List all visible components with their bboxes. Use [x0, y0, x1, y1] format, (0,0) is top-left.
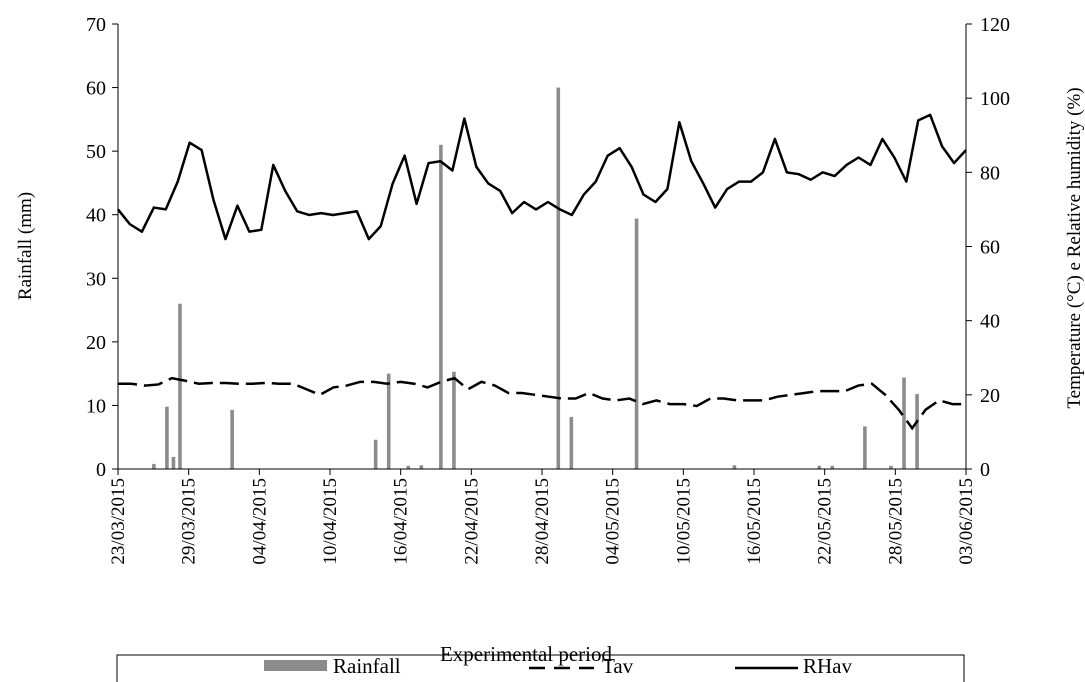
x-axis-title: Experimental period [440, 642, 613, 666]
left-tick-label: 40 [86, 205, 106, 227]
y-axis-left-title: Rainfall (mm) [15, 192, 36, 300]
tav-series-line [118, 376, 966, 431]
rainfall-bars [152, 87, 919, 470]
x-tick-label: 29/03/2015 [179, 478, 200, 565]
left-tick-label: 60 [86, 78, 106, 100]
rainfall-bar [889, 465, 893, 469]
right-tick-label: 80 [980, 162, 1000, 184]
x-tick-label: 04/05/2015 [603, 478, 624, 565]
legend-frame [116, 654, 965, 682]
plot-area [117, 87, 967, 470]
rainfall-bar [419, 465, 424, 469]
left-tick-label: 10 [86, 395, 106, 417]
rainfall-bar [230, 409, 234, 469]
x-tick-label: 22/04/2015 [461, 478, 482, 565]
x-tick-label: 16/05/2015 [744, 478, 765, 565]
right-tick-label: 100 [980, 88, 1010, 110]
legend-rainfall-label: Rainfall [333, 654, 401, 678]
left-tick-label: 20 [86, 332, 106, 354]
left-tick-label: 70 [86, 14, 106, 36]
rainfall-bar [171, 456, 176, 469]
legend-tav-label: Tav [602, 654, 634, 678]
rainfall-bar [915, 393, 919, 469]
rainfall-bar [406, 465, 411, 469]
x-tick-label: 28/05/2015 [885, 478, 906, 565]
rainfall-bar [373, 439, 378, 469]
y-axis-right-title: Temperature (°C) e Relative humidity (%) [1064, 87, 1085, 408]
right-axis-ticks: 0 20 40 60 80 100 120 [966, 14, 1010, 481]
legend: Rainfall Tav RHav [116, 654, 965, 682]
left-axis-ticks: 0 10 20 30 40 50 60 70 [86, 14, 118, 481]
axes: 0 10 20 30 40 50 60 70 0 20 40 60 80 100 120 23/03/20… [86, 14, 1010, 565]
legend-rainfall-swatch [264, 660, 327, 671]
rainfall-bar [863, 426, 867, 469]
rainfall-bar [830, 465, 835, 469]
rainfall-bar [452, 371, 456, 469]
x-tick-label: 10/04/2015 [320, 478, 341, 565]
rainfall-bar [634, 218, 639, 469]
rainfall-bar [386, 373, 391, 469]
x-tick-label: 22/05/2015 [815, 478, 836, 565]
rainfall-bar [556, 87, 561, 469]
rainfall-bar [732, 465, 737, 469]
rainfall-bar [152, 463, 156, 469]
rainfall-bar [817, 465, 822, 469]
right-tick-label: 120 [980, 14, 1010, 36]
x-tick-label: 10/05/2015 [673, 478, 694, 565]
x-tick-label: 28/04/2015 [532, 478, 553, 565]
rainfall-bar [439, 144, 443, 470]
x-tick-label: 03/06/2015 [956, 478, 977, 565]
right-tick-label: 0 [980, 459, 990, 481]
x-tick-label: 04/04/2015 [249, 478, 270, 565]
rainfall-bar [178, 303, 182, 469]
rainfall-bar [902, 377, 906, 469]
right-tick-label: 20 [980, 385, 1000, 407]
x-axis-ticks: 23/03/2015 29/03/2015 04/04/2015 10/04/2015… [108, 469, 977, 565]
right-tick-label: 40 [980, 311, 1000, 333]
right-tick-label: 60 [980, 237, 1000, 259]
left-tick-label: 30 [86, 268, 106, 290]
x-tick-label: 23/03/2015 [108, 478, 129, 565]
rhav-series-line [117, 113, 967, 241]
rainfall-bar [569, 416, 574, 469]
x-tick-label: 16/04/2015 [391, 478, 412, 565]
rainfall-bar [165, 406, 169, 469]
left-tick-label: 50 [86, 141, 106, 163]
legend-rhav-label: RHav [803, 654, 852, 678]
left-tick-label: 0 [96, 459, 106, 481]
